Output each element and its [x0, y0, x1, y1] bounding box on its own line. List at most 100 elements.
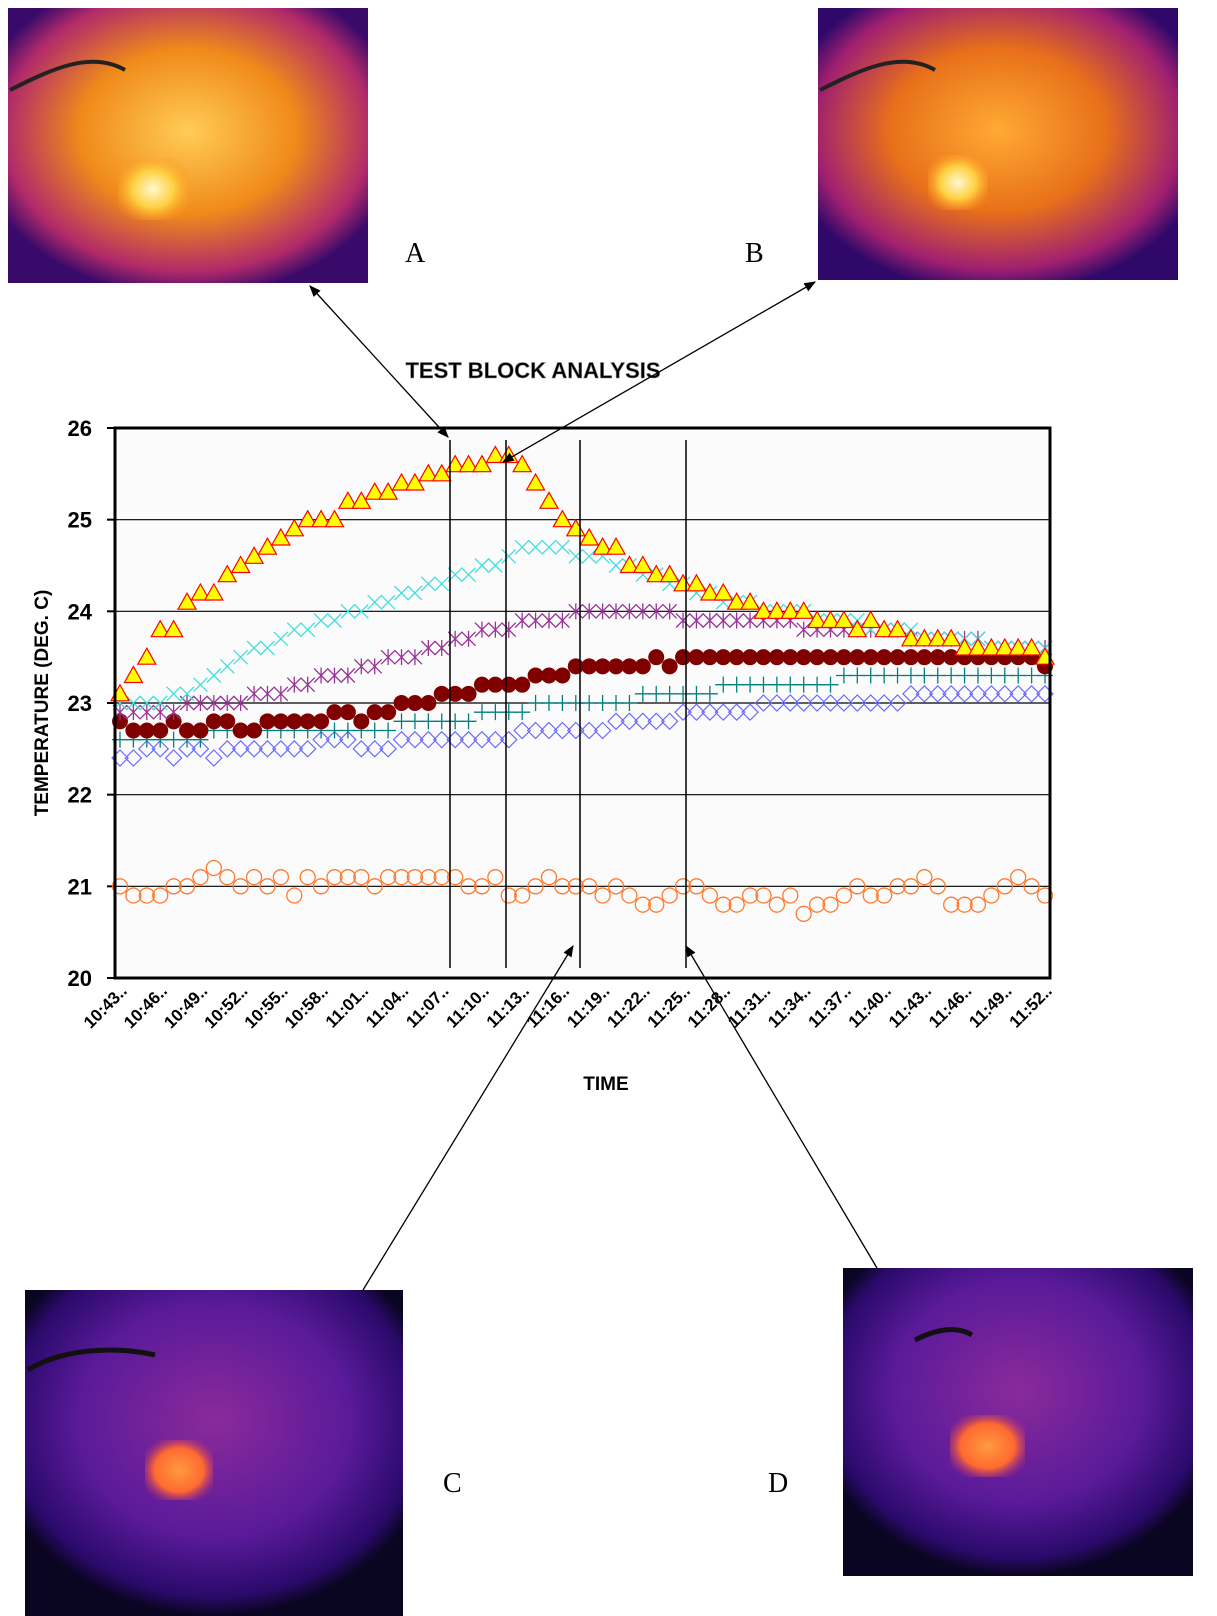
point — [902, 684, 920, 703]
point — [298, 739, 317, 758]
point — [594, 695, 611, 711]
point — [633, 712, 652, 731]
x-tick-label: 11:46.. — [925, 981, 975, 1031]
point — [233, 649, 249, 665]
point — [688, 649, 705, 666]
point — [138, 722, 155, 739]
point — [768, 676, 785, 693]
point — [768, 896, 786, 913]
x-tick-label: 11:49.. — [965, 981, 1015, 1031]
point — [648, 685, 665, 702]
point — [688, 878, 705, 895]
point — [474, 621, 490, 638]
point — [608, 695, 625, 711]
point — [648, 603, 664, 620]
point — [580, 721, 599, 740]
point — [714, 703, 733, 722]
point — [875, 694, 893, 712]
point — [407, 649, 423, 666]
x-tick-label: 10:55.. — [241, 981, 292, 1032]
point — [432, 730, 451, 749]
point — [486, 730, 505, 749]
point — [983, 887, 1000, 904]
point — [124, 749, 143, 767]
x-tick-label: 11:16.. — [523, 981, 573, 1031]
point — [621, 603, 637, 620]
point — [312, 878, 330, 895]
x-tick-label: 11:07.. — [402, 981, 452, 1031]
point — [406, 869, 424, 886]
point — [473, 730, 491, 749]
point — [755, 887, 772, 904]
x-tick-label: 10:49.. — [160, 981, 211, 1032]
point — [943, 667, 960, 684]
point — [835, 667, 852, 684]
point — [366, 722, 383, 739]
point — [420, 640, 436, 656]
point — [179, 686, 195, 702]
point — [794, 694, 813, 712]
point — [152, 695, 168, 711]
point — [621, 658, 638, 675]
point — [178, 878, 196, 895]
point — [541, 539, 557, 555]
point — [795, 649, 812, 666]
point — [500, 676, 517, 693]
point — [231, 739, 250, 758]
point — [635, 603, 651, 620]
point — [392, 730, 411, 749]
point — [364, 481, 385, 500]
point — [541, 612, 557, 629]
point — [956, 667, 973, 684]
point — [849, 878, 866, 895]
point — [433, 713, 450, 730]
point — [473, 704, 490, 721]
point — [219, 713, 236, 730]
point — [447, 685, 464, 702]
point — [326, 704, 343, 721]
point — [581, 603, 597, 620]
point — [164, 749, 183, 767]
point — [513, 721, 532, 740]
point — [687, 703, 706, 722]
point — [699, 582, 720, 601]
point — [297, 509, 318, 528]
point — [406, 713, 423, 730]
y-tick-label: 20 — [68, 966, 92, 991]
point — [179, 722, 196, 739]
point — [768, 694, 786, 712]
point — [433, 685, 450, 702]
point — [192, 695, 208, 711]
point — [848, 694, 867, 712]
point — [768, 649, 785, 666]
point — [365, 739, 384, 758]
x-tick-label: 11:40.. — [845, 981, 895, 1031]
point — [166, 686, 182, 702]
point — [460, 685, 477, 702]
point — [833, 610, 854, 629]
point — [540, 869, 558, 886]
point — [701, 703, 719, 722]
point — [270, 527, 291, 546]
point — [327, 667, 342, 684]
point — [272, 739, 290, 758]
point — [809, 649, 826, 666]
point — [487, 869, 504, 886]
point — [339, 869, 357, 886]
point — [634, 685, 651, 702]
y-tick-label: 21 — [68, 874, 92, 899]
point — [125, 695, 141, 711]
point — [795, 905, 812, 922]
point — [927, 628, 948, 647]
point — [715, 612, 731, 629]
point — [366, 704, 383, 721]
point — [552, 509, 573, 528]
point — [259, 878, 276, 895]
x-tick-label: 11:37.. — [805, 981, 855, 1031]
point — [327, 613, 342, 628]
point — [849, 649, 866, 666]
point — [273, 685, 289, 702]
point — [204, 749, 223, 767]
x-tick-label: 11:31.. — [724, 981, 774, 1031]
point — [514, 676, 531, 693]
